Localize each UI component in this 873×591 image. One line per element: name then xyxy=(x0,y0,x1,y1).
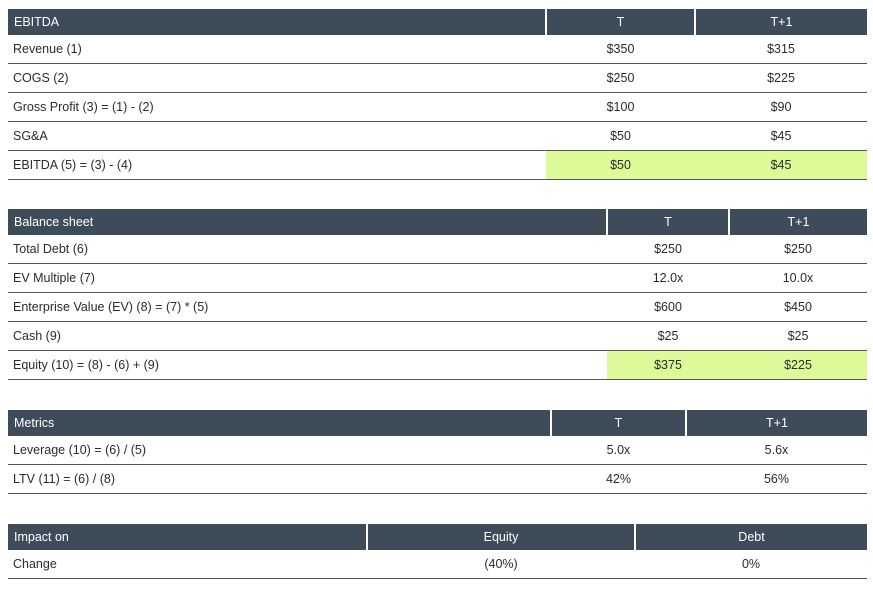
thead: Impact on Equity Debt xyxy=(8,524,867,550)
value-cell: $90 xyxy=(695,92,867,122)
header-cell: Equity xyxy=(367,524,636,550)
label-cell: Revenue (1) xyxy=(8,35,546,64)
value-cell: $450 xyxy=(729,292,867,322)
header-cell: Balance sheet xyxy=(8,209,608,235)
header-cell: Metrics xyxy=(8,410,552,436)
table-block: Balance sheet T T+1 Total Debt (6) $250 $250 E… xyxy=(8,209,867,380)
label-cell: EV Multiple (7) xyxy=(8,263,607,293)
tbody: Leverage (10) = (6) / (5) 5.0x 5.6x LTV (11… xyxy=(8,436,867,494)
value-cell: $250 xyxy=(607,235,729,264)
label-cell: Total Debt (6) xyxy=(8,235,607,264)
table-block: Metrics T T+1 Leverage (10) = (6) / (5) 5.0x… xyxy=(8,410,867,494)
value-cell: $350 xyxy=(546,35,695,64)
header-cell: T xyxy=(551,410,687,436)
row: COGS (2) $250 $225 xyxy=(8,63,867,93)
label-cell: EBITDA (5) = (3) - (4) xyxy=(8,150,546,180)
label-cell: Gross Profit (3) = (1) - (2) xyxy=(8,92,546,122)
value-cell: 42% xyxy=(551,464,686,494)
header-cell: T xyxy=(607,209,730,235)
header-row: Balance sheet T T+1 xyxy=(8,209,867,235)
thead: EBITDA T T+1 xyxy=(8,9,867,35)
row: EBITDA (5) = (3) - (4) $50 $45 xyxy=(8,150,867,180)
row: Revenue (1) $350 $315 xyxy=(8,35,867,64)
label-cell: SG&A xyxy=(8,121,546,151)
header-cell: EBITDA xyxy=(8,9,547,35)
header-cell: T+1 xyxy=(686,410,867,436)
row: Change (40%) 0% xyxy=(8,550,867,579)
value-cell: $600 xyxy=(607,292,729,322)
row: SG&A $50 $45 xyxy=(8,121,867,151)
thead: Metrics T T+1 xyxy=(8,410,867,436)
row: LTV (11) = (6) / (8) 42% 56% xyxy=(8,464,867,494)
row: Enterprise Value (EV) (8) = (7) * (5) $60… xyxy=(8,292,867,322)
header-row: Metrics T T+1 xyxy=(8,410,867,436)
value-cell: $225 xyxy=(729,350,867,380)
label-cell: Equity (10) = (8) - (6) + (9) xyxy=(8,350,607,380)
header-row: EBITDA T T+1 xyxy=(8,9,867,35)
table-block: Impact on Equity Debt Change (40%) 0% xyxy=(8,524,867,579)
value-cell: 5.6x xyxy=(686,436,867,465)
row: Total Debt (6) $250 $250 xyxy=(8,235,867,264)
value-cell: $50 xyxy=(546,121,695,151)
impact-table: Impact on Equity Debt Change (40%) 0% xyxy=(8,524,867,579)
value-cell: $25 xyxy=(607,321,729,351)
header-cell: T+1 xyxy=(695,9,867,35)
value-cell: $45 xyxy=(695,150,867,180)
value-cell: 0% xyxy=(635,550,867,579)
ebitda-table: EBITDA T T+1 Revenue (1) $350 $315 COGS (2) $25… xyxy=(8,9,867,180)
header-row: Impact on Equity Debt xyxy=(8,524,867,550)
value-cell: 5.0x xyxy=(551,436,686,465)
value-cell: 12.0x xyxy=(607,263,729,293)
tbody: Revenue (1) $350 $315 COGS (2) $250 $225 Gross… xyxy=(8,35,867,180)
value-cell: $375 xyxy=(607,350,729,380)
row: Equity (10) = (8) - (6) + (9) $375 $225 xyxy=(8,350,867,380)
row: Leverage (10) = (6) / (5) 5.0x 5.6x xyxy=(8,436,867,465)
metrics-table: Metrics T T+1 Leverage (10) = (6) / (5) 5.0x… xyxy=(8,410,867,494)
value-cell: $250 xyxy=(729,235,867,264)
value-cell: $225 xyxy=(695,63,867,93)
value-cell: (40%) xyxy=(367,550,635,579)
value-cell: $45 xyxy=(695,121,867,151)
value-cell: $250 xyxy=(546,63,695,93)
header-cell: Debt xyxy=(635,524,867,550)
header-cell: T+1 xyxy=(729,209,867,235)
label-cell: Change xyxy=(8,550,367,579)
row: EV Multiple (7) 12.0x 10.0x xyxy=(8,263,867,293)
label-cell: Cash (9) xyxy=(8,321,607,351)
label-cell: LTV (11) = (6) / (8) xyxy=(8,464,551,494)
value-cell: 56% xyxy=(686,464,867,494)
label-cell: Enterprise Value (EV) (8) = (7) * (5) xyxy=(8,292,607,322)
table-block: EBITDA T T+1 Revenue (1) $350 $315 COGS (2) $25… xyxy=(8,9,867,180)
thead: Balance sheet T T+1 xyxy=(8,209,867,235)
value-cell: $315 xyxy=(695,35,867,64)
value-cell: $100 xyxy=(546,92,695,122)
row: Cash (9) $25 $25 xyxy=(8,321,867,351)
header-cell: T xyxy=(546,9,696,35)
label-cell: COGS (2) xyxy=(8,63,546,93)
header-cell: Impact on xyxy=(8,524,368,550)
value-cell: $50 xyxy=(546,150,695,180)
balance-table: Balance sheet T T+1 Total Debt (6) $250 $250 E… xyxy=(8,209,867,380)
row: Gross Profit (3) = (1) - (2) $100 $90 xyxy=(8,92,867,122)
label-cell: Leverage (10) = (6) / (5) xyxy=(8,436,551,465)
value-cell: 10.0x xyxy=(729,263,867,293)
tbody: Total Debt (6) $250 $250 EV Multiple (7) 12.… xyxy=(8,235,867,380)
tbody: Change (40%) 0% xyxy=(8,550,867,579)
value-cell: $25 xyxy=(729,321,867,351)
